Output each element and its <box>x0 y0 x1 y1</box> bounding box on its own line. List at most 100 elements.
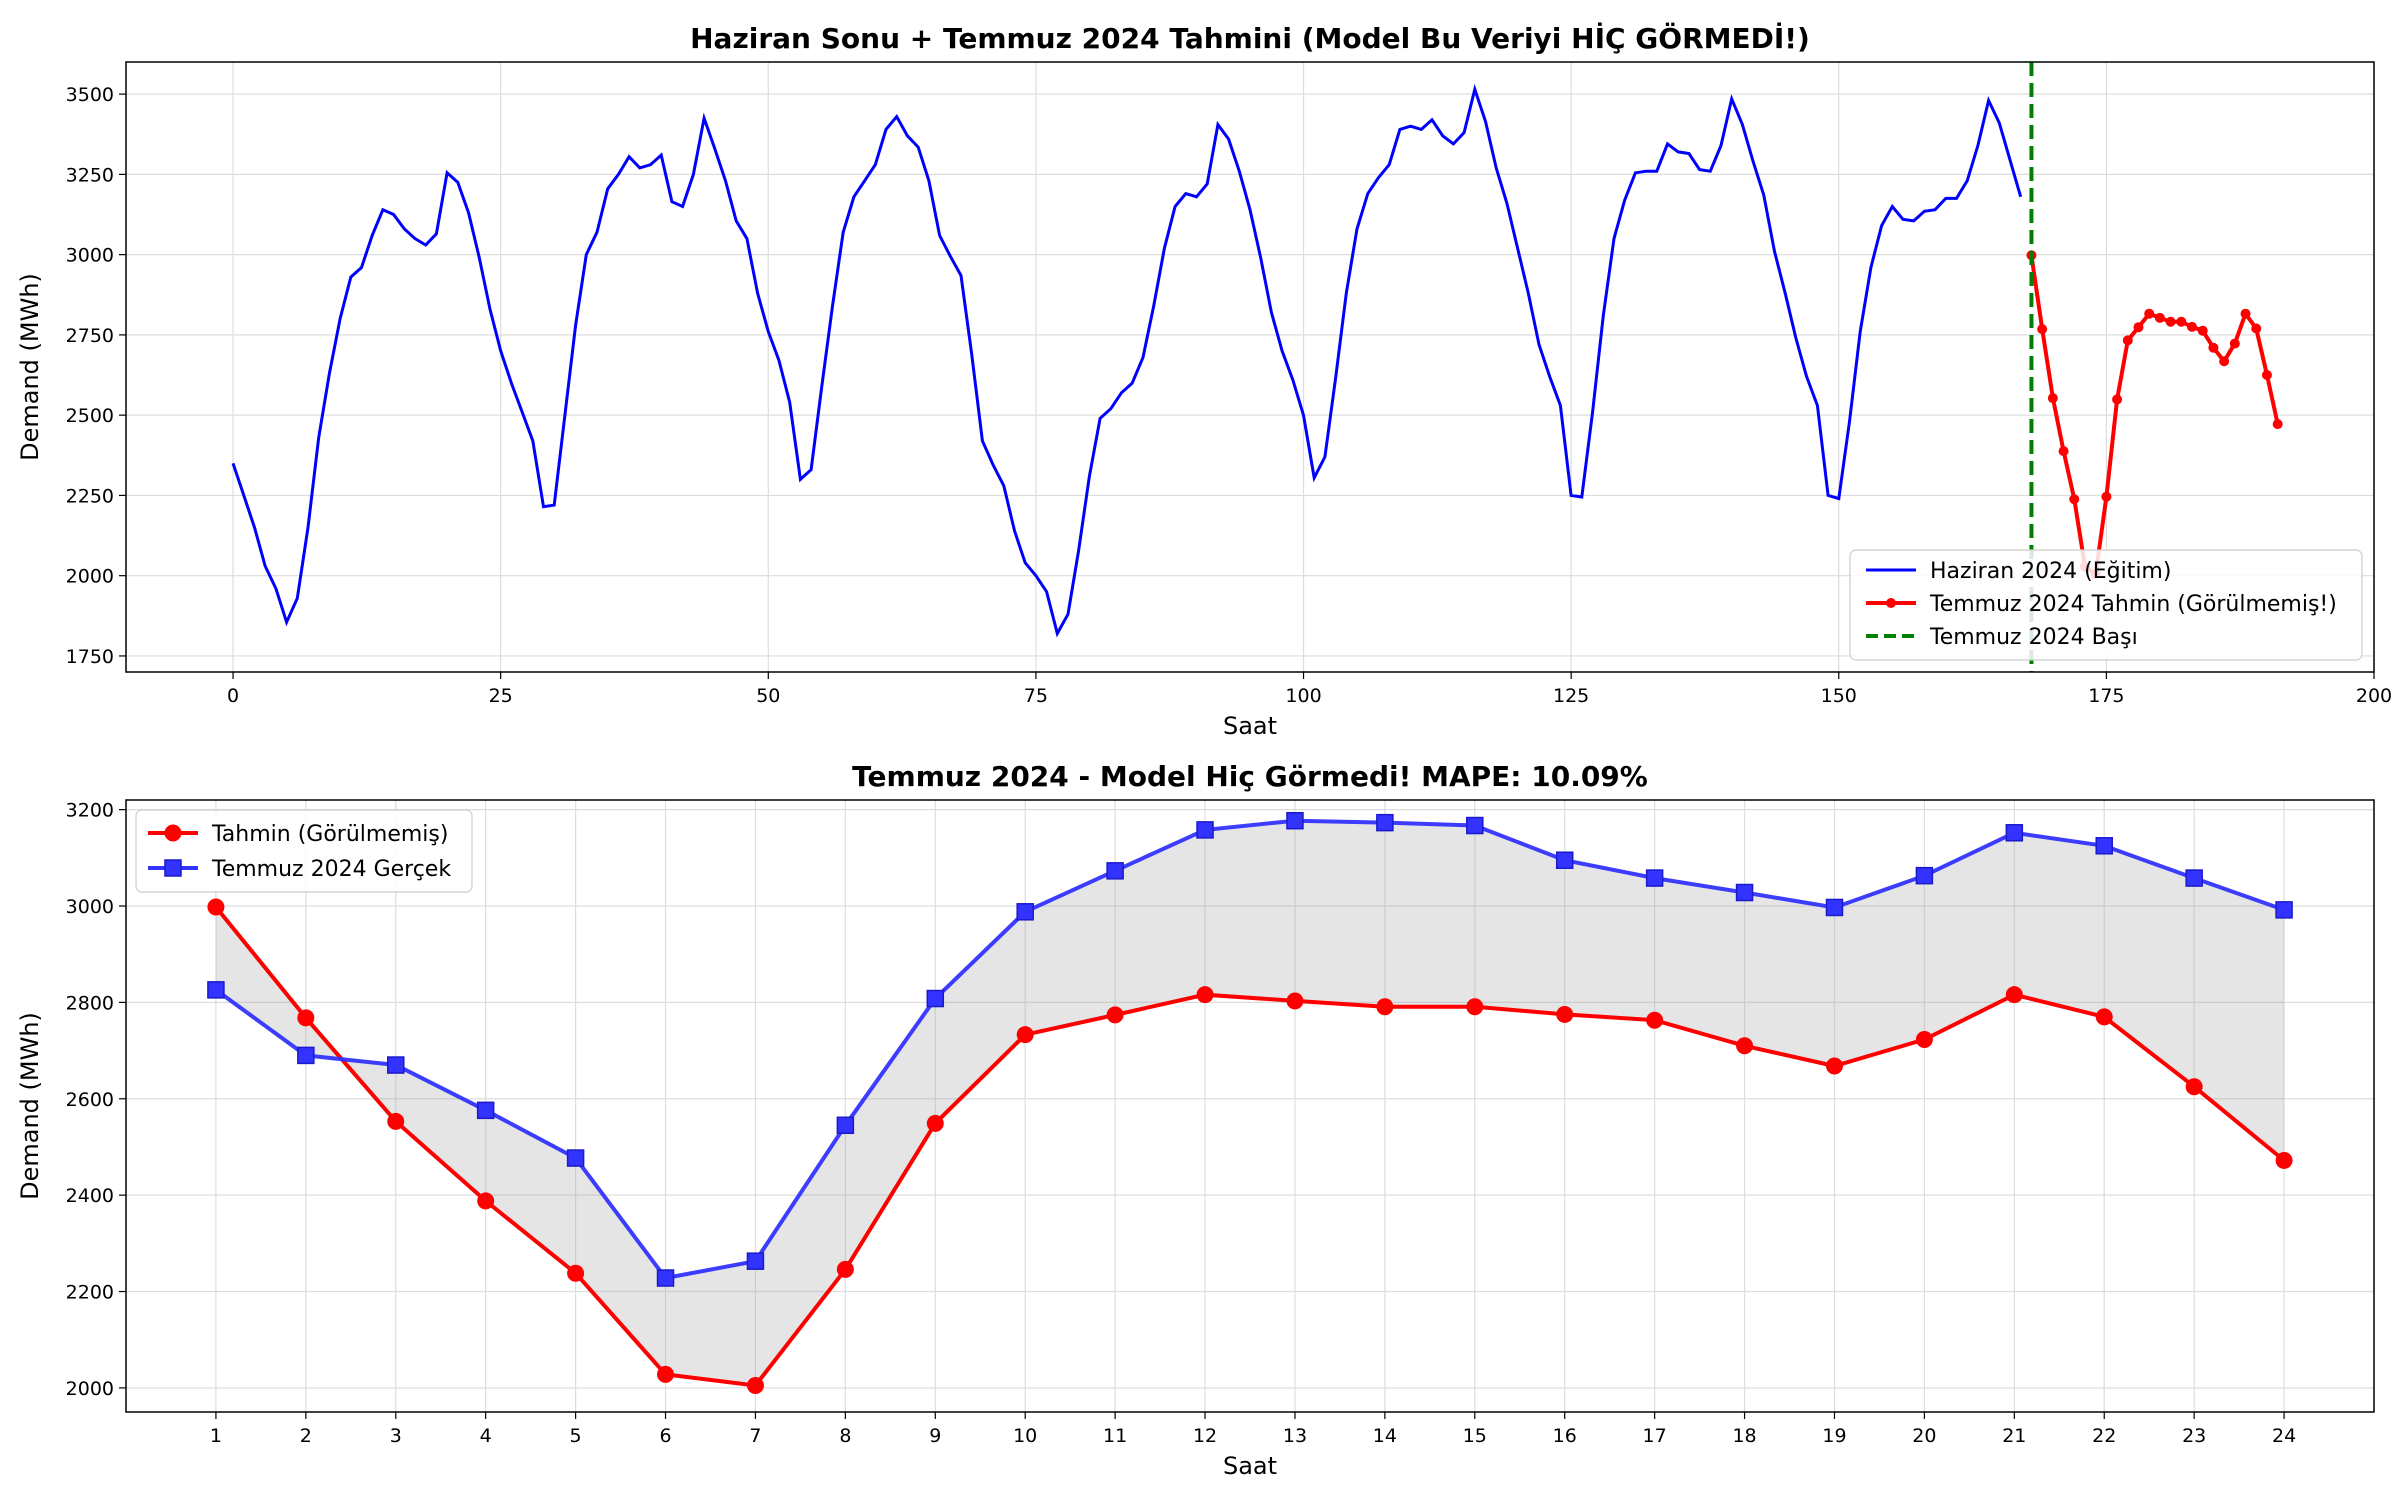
tahmin-point <box>2251 323 2262 334</box>
legend-label: Tahmin (Görülmemiş) <box>211 822 448 847</box>
tahmin-point <box>1915 1030 1933 1048</box>
legend-label: Temmuz 2024 Tahmin (Görülmemiş!) <box>1929 592 2337 617</box>
tahmin-point <box>2229 338 2240 349</box>
x-tick-label: 10 <box>1013 1425 1037 1447</box>
gercek-point <box>566 1149 585 1167</box>
y-tick-label: 2000 <box>66 1378 114 1400</box>
x-tick-label: 150 <box>1821 685 1857 707</box>
x-tick-label: 15 <box>1463 1425 1487 1447</box>
x-tick-label: 5 <box>570 1425 582 1447</box>
tahmin-point <box>2101 491 2112 502</box>
y-tick-label: 2800 <box>66 992 114 1014</box>
x-tick-label: 18 <box>1732 1425 1756 1447</box>
tahmin-point <box>2133 322 2144 333</box>
legend-marker <box>164 859 182 877</box>
gercek-point <box>1196 821 1214 839</box>
july-comparison-chart: 1 2 3 4 5 6 7 8 9 10 11 12 13 14 15 16 17 18 19 20 21 22 23 242… <box>16 760 2375 1480</box>
x-tick-label: 4 <box>480 1425 492 1447</box>
tahmin-point <box>1556 1005 1574 1023</box>
x-tick-label: 7 <box>749 1425 761 1447</box>
x-tick-label: 12 <box>1193 1425 1217 1447</box>
tahmin-point <box>387 1112 405 1130</box>
x-tick-label: 9 <box>929 1425 941 1447</box>
x-tick-label: 19 <box>1822 1425 1846 1447</box>
legend: Tahmin (Görülmemiş) Temmuz 2024 Gerçek <box>135 809 473 893</box>
gercek-point <box>1915 866 1934 885</box>
y-axis-label: Demand (MWh) <box>16 1012 44 1200</box>
x-tick-label: 13 <box>1283 1425 1307 1447</box>
gercek-point <box>1286 811 1304 830</box>
tahmin-point <box>746 1376 764 1394</box>
x-tick-label: 14 <box>1373 1425 1397 1447</box>
gercek-point <box>1016 903 1034 921</box>
tahmin-point <box>2187 321 2198 332</box>
series-line-temmuz-2024-tahmin <box>2029 255 2280 578</box>
x-tick-label: 21 <box>2002 1425 2026 1447</box>
gercek-point <box>926 989 945 1008</box>
tahmin-point <box>2185 1078 2203 1096</box>
series-line-gercek <box>214 818 2285 1281</box>
tahmin-point <box>297 1009 315 1027</box>
y-tick-label: 3000 <box>66 245 114 267</box>
tahmin-point <box>2240 308 2251 319</box>
gercek-point <box>1645 869 1664 887</box>
x-tick-label: 25 <box>489 685 513 707</box>
x-tick-label: 23 <box>2182 1425 2206 1447</box>
tahmin-point <box>1825 1057 1843 1075</box>
y-tick-label: 2200 <box>66 1282 114 1304</box>
x-tick-label: 8 <box>839 1425 851 1447</box>
tahmin-point <box>1106 1006 1124 1024</box>
x-tick-label: 75 <box>1024 685 1048 707</box>
tahmin-point <box>2197 325 2208 336</box>
y-tick-label: 1750 <box>66 646 114 668</box>
forecast-overview-chart: 0 25 50 75 100 125 150 175 200 1750 2000 2250 2500 27… <box>16 21 2392 740</box>
y-tick-label: 2000 <box>66 566 114 588</box>
gercek-point <box>2005 824 2024 842</box>
x-tick-label: 125 <box>1553 685 1589 707</box>
gercek-point <box>1376 813 1394 832</box>
tahmin-point <box>207 898 225 916</box>
gercek-point <box>297 1046 315 1065</box>
chart-title: Temmuz 2024 - Model Hiç Görmedi! MAPE: 1… <box>852 760 1648 793</box>
tahmin-point <box>567 1264 585 1282</box>
tahmin-point <box>2005 986 2023 1004</box>
tahmin-point <box>2047 393 2058 404</box>
x-tick-label: 24 <box>2272 1425 2296 1447</box>
gercek-point <box>1555 851 1574 869</box>
tahmin-point <box>657 1365 675 1383</box>
tahmin-point <box>2058 446 2069 457</box>
legend-box <box>1849 549 2363 661</box>
legend-marker <box>164 824 182 842</box>
x-tick-label: 20 <box>1912 1425 1936 1447</box>
legend-box <box>135 809 473 893</box>
series-line-haziran-2024-egitim <box>231 83 2023 638</box>
gercek-point <box>2185 869 2203 887</box>
tahmin-point <box>2069 494 2080 505</box>
tahmin-point <box>2275 1151 2293 1169</box>
y-tick-label: 2500 <box>66 405 114 427</box>
tahmin-point <box>2165 316 2176 327</box>
chart-title: Haziran Sonu + Temmuz 2024 Tahmini (Mode… <box>690 21 1810 55</box>
tahmin-point <box>2219 356 2230 367</box>
x-tick-label: 200 <box>2356 685 2392 707</box>
tahmin-point <box>2122 335 2133 346</box>
tahmin-point <box>1376 998 1394 1016</box>
y-tick-label: 3000 <box>66 896 114 918</box>
tahmin-point <box>926 1114 944 1132</box>
legend: Haziran 2024 (Eğitim) Temmuz 2024 Tahmin … <box>1849 549 2363 661</box>
x-tick-label: 50 <box>756 685 780 707</box>
gercek-point <box>836 1116 855 1135</box>
y-tick-label: 2400 <box>66 1185 114 1207</box>
gercek-point <box>746 1252 765 1270</box>
tahmin-point <box>1466 998 1484 1016</box>
x-tick-label: 175 <box>2088 685 2124 707</box>
x-tick-label: 6 <box>659 1425 671 1447</box>
gercek-point <box>1735 883 1754 902</box>
tahmin-point <box>1286 992 1304 1010</box>
x-axis-label: Saat <box>1223 1452 1277 1480</box>
y-axis-label: Demand (MWh) <box>16 273 44 461</box>
y-tick-label: 3500 <box>66 84 114 106</box>
x-tick-label: 100 <box>1285 685 1321 707</box>
tahmin-point <box>1016 1026 1034 1044</box>
